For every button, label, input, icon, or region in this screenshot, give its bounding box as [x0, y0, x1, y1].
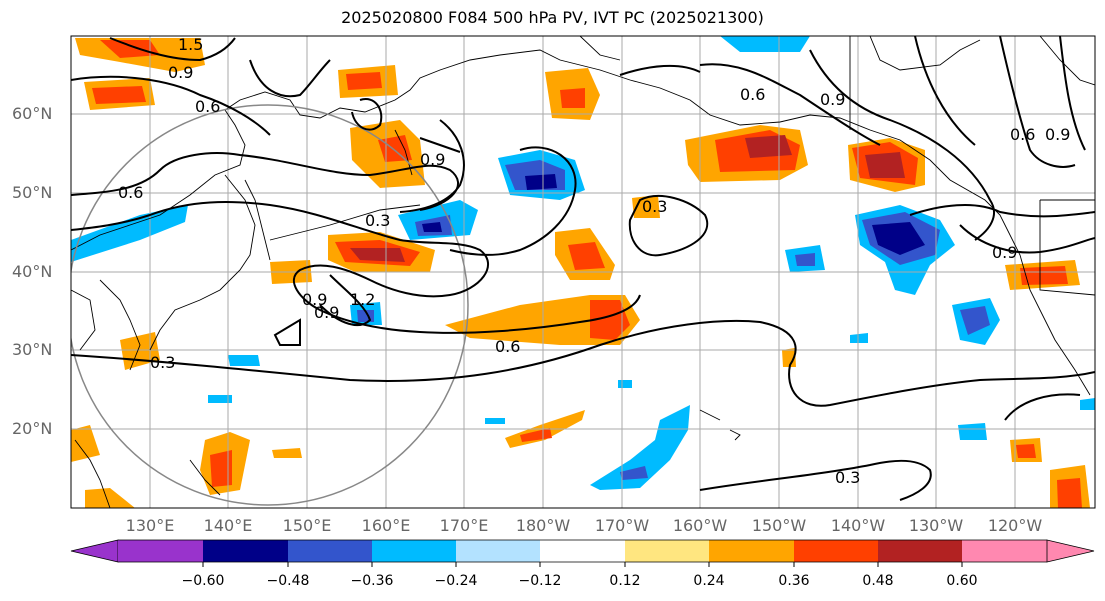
contour-label: 1.2 [350, 290, 375, 309]
contour-label: 0.9 [302, 290, 327, 309]
contour-label: 0.6 [740, 85, 765, 104]
colorbar-tick-label: −0.12 [518, 573, 562, 589]
contour-label: 0.3 [150, 353, 175, 372]
contour-label: 0.6 [118, 183, 143, 202]
contour-label: 1.5 [178, 35, 203, 54]
colorbar-segment [540, 540, 625, 562]
colorbar-segment [962, 540, 1047, 562]
colorbar-tick-label: 0.60 [946, 573, 978, 589]
colorbar-extend-high [1046, 539, 1095, 563]
contour-label: 0.9 [420, 150, 445, 169]
lat-label: 50°N [12, 183, 53, 202]
colorbar-tick-label: 0.24 [693, 573, 725, 589]
lon-label: 140°W [830, 516, 886, 535]
lon-label: 160°W [672, 516, 728, 535]
contour-label: 0.9 [1045, 125, 1070, 144]
contour-label: 0.6 [495, 337, 520, 356]
lon-label: 170°E [439, 516, 489, 535]
lon-label: 130°E [125, 516, 175, 535]
colorbar-segment [794, 540, 878, 562]
lon-label: 140°E [203, 516, 253, 535]
coastlines [71, 36, 1095, 508]
contour-label: 0.6 [195, 97, 220, 116]
ivt-contours [71, 36, 1095, 501]
colorbar-segment [625, 540, 709, 562]
colorbar-segment [878, 540, 962, 562]
colorbar-segment [456, 540, 540, 562]
colorbar-segment [288, 540, 372, 562]
lat-label: 20°N [12, 419, 53, 438]
lon-label: 130°W [908, 516, 964, 535]
lat-label: 40°N [12, 262, 53, 281]
colorbar-tick-label: 0.48 [862, 573, 894, 589]
colorbar-tick-label: 0.12 [609, 573, 641, 589]
colorbar-tick-label: −0.24 [434, 573, 478, 589]
lon-label: 160°E [361, 516, 411, 535]
colorbar-segment [118, 540, 203, 562]
colorbar-tick-label: 0.36 [778, 573, 810, 589]
lon-label: 180°W [515, 516, 571, 535]
contour-label: 0.3 [642, 197, 667, 216]
lon-label: 150°E [282, 516, 332, 535]
colorbar-tick-label: −0.36 [350, 573, 394, 589]
lon-label: 150°W [751, 516, 807, 535]
contour-label: 0.9 [314, 303, 339, 322]
colorbar-tick-label: −0.48 [266, 573, 310, 589]
contour-label: 0.9 [168, 63, 193, 82]
contour-label: 0.9 [992, 243, 1017, 262]
map-title: 2025020800 F084 500 hPa PV, IVT PC (2025… [341, 8, 764, 27]
contour-label: 0.3 [835, 468, 860, 487]
colorbar-segment [709, 540, 794, 562]
colorbar-tick-label: −0.60 [181, 573, 225, 589]
colorbar-segment [372, 540, 456, 562]
lon-label: 120°W [987, 516, 1043, 535]
range-circle [71, 104, 469, 506]
map-frame [70, 35, 1096, 509]
contour-labels: 1.5 0.9 0.6 0.9 0.6 0.3 0.9 0.9 1.2 0.6 … [118, 35, 1070, 487]
contour-label: 0.3 [365, 211, 390, 230]
colorbar [70, 539, 1095, 567]
contour-label: 0.6 [1010, 125, 1035, 144]
lon-label: 170°W [594, 516, 650, 535]
lat-label: 30°N [12, 340, 53, 359]
colorbar-extend-low [70, 539, 119, 563]
colorbar-segment [203, 540, 288, 562]
contour-label: 0.9 [820, 90, 845, 109]
lat-label: 60°N [12, 104, 53, 123]
